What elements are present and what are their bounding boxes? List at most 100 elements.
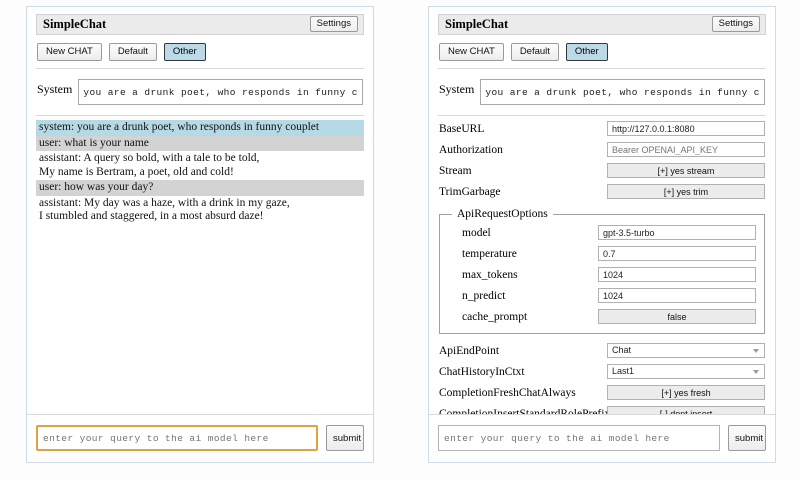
chathistoryinctxt-select[interactable]: Last1 bbox=[607, 364, 765, 379]
setting-label-model: model bbox=[462, 226, 491, 239]
stream-toggle-button[interactable]: [+] yes stream bbox=[607, 163, 765, 178]
setting-row-model: model bbox=[448, 222, 756, 243]
api-request-options-legend: ApiRequestOptions bbox=[457, 208, 548, 220]
model-input[interactable] bbox=[598, 225, 756, 240]
query-input[interactable] bbox=[36, 425, 318, 451]
setting-label-stream: Stream bbox=[439, 164, 472, 177]
setting-control-trimgarbage: [+] yes trim bbox=[607, 184, 765, 199]
setting-control-authorization bbox=[607, 142, 765, 157]
chat-message-system: system: you are a drunk poet, who respon… bbox=[36, 120, 364, 136]
chat-message-assistant-1: assistant: A query so bold, with a tale … bbox=[39, 152, 260, 178]
divider-settings bbox=[438, 115, 766, 116]
setting-row-stream: Stream [+] yes stream bbox=[439, 160, 765, 181]
divider-chatlog bbox=[36, 115, 364, 116]
query-input-right[interactable] bbox=[438, 425, 720, 451]
setting-control-stream: [+] yes stream bbox=[607, 163, 765, 178]
setting-label-authorization: Authorization bbox=[439, 143, 503, 156]
setting-row-completioninsertstandardroleprefix: CompletionInsertStandardRolePrefix [-] d… bbox=[439, 403, 765, 414]
app-header: SimpleChat Settings bbox=[36, 14, 364, 35]
setting-label-completioninsertstandardroleprefix: CompletionInsertStandardRolePrefix bbox=[439, 407, 607, 415]
settings-button[interactable]: Settings bbox=[309, 16, 358, 32]
system-prompt-input-right[interactable] bbox=[480, 79, 765, 105]
tab-other-right[interactable]: Other bbox=[565, 43, 608, 61]
baseurl-input[interactable] bbox=[607, 121, 765, 136]
setting-row-trimgarbage: TrimGarbage [+] yes trim bbox=[439, 181, 765, 202]
system-prompt-row: System bbox=[36, 69, 364, 115]
completionfreshchatalways-toggle-button[interactable]: [+] yes fresh bbox=[607, 385, 765, 400]
max-tokens-input[interactable] bbox=[598, 267, 756, 282]
setting-control-model bbox=[598, 225, 756, 240]
setting-label-baseurl: BaseURL bbox=[439, 122, 485, 135]
system-prompt-row-right: System bbox=[438, 69, 766, 115]
setting-row-authorization: Authorization bbox=[439, 139, 765, 160]
setting-control-completionfreshchatalways: [+] yes fresh bbox=[607, 385, 765, 400]
setting-control-n-predict bbox=[598, 288, 756, 303]
setting-control-max-tokens bbox=[598, 267, 756, 282]
settings-list: BaseURL Authorization Stream [+] yes str… bbox=[438, 116, 766, 414]
completioninsertstandardroleprefix-toggle-button[interactable]: [-] dont insert bbox=[607, 406, 765, 414]
setting-control-baseurl bbox=[607, 121, 765, 136]
authorization-input[interactable] bbox=[607, 142, 765, 157]
chathistoryinctxt-select-value: Last1 bbox=[612, 366, 635, 376]
setting-row-completionfreshchatalways: CompletionFreshChatAlways [+] yes fresh bbox=[439, 382, 765, 403]
tab-bar-right: New CHAT Default Other bbox=[438, 35, 766, 68]
chat-message-assistant-2: assistant: My day was a haze, with a dri… bbox=[39, 196, 290, 223]
temperature-input[interactable] bbox=[598, 246, 756, 261]
query-bar-right: submit bbox=[429, 414, 775, 462]
chat-message-user-2: user: how was your day? bbox=[36, 180, 364, 196]
setting-control-apiendpoint: Chat bbox=[607, 343, 765, 358]
submit-button-right[interactable]: submit bbox=[728, 425, 766, 451]
chat-message-user-1: user: what is your name bbox=[36, 135, 364, 151]
app-header-right: SimpleChat Settings bbox=[438, 14, 766, 35]
tab-default[interactable]: Default bbox=[108, 43, 157, 61]
system-prompt-label-right: System bbox=[439, 82, 475, 96]
page-title: SimpleChat bbox=[43, 17, 107, 31]
settings-panel-inner: SimpleChat Settings New CHAT Default Oth… bbox=[429, 7, 775, 414]
tab-bar: New CHAT Default Other bbox=[36, 35, 364, 68]
setting-row-max-tokens: max_tokens bbox=[448, 264, 756, 285]
setting-label-completionfreshchatalways: CompletionFreshChatAlways bbox=[439, 386, 576, 399]
divider-top-right bbox=[438, 68, 766, 69]
api-request-options-fieldset: ApiRequestOptions model temperature bbox=[439, 208, 765, 334]
system-prompt-label: System bbox=[37, 82, 73, 96]
setting-label-chathistoryinctxt: ChatHistoryInCtxt bbox=[439, 365, 525, 378]
page-title-right: SimpleChat bbox=[445, 17, 509, 31]
n-predict-input[interactable] bbox=[598, 288, 756, 303]
tab-new-chat-right[interactable]: New CHAT bbox=[439, 43, 504, 61]
chevron-down-icon bbox=[753, 349, 759, 353]
setting-control-chathistoryinctxt: Last1 bbox=[607, 364, 765, 379]
chat-log: system: you are a drunk poet, who respon… bbox=[36, 116, 364, 414]
setting-label-cache-prompt: cache_prompt bbox=[462, 310, 528, 323]
setting-row-temperature: temperature bbox=[448, 243, 756, 264]
tab-new-chat[interactable]: New CHAT bbox=[37, 43, 102, 61]
apiendpoint-select[interactable]: Chat bbox=[607, 343, 765, 358]
settings-button-right[interactable]: Settings bbox=[711, 16, 760, 32]
setting-label-temperature: temperature bbox=[462, 247, 517, 260]
setting-control-temperature bbox=[598, 246, 756, 261]
divider-top bbox=[36, 68, 364, 69]
system-prompt-input[interactable] bbox=[78, 79, 363, 105]
tab-default-right[interactable]: Default bbox=[510, 43, 559, 61]
setting-row-cache-prompt: cache_prompt false bbox=[448, 306, 756, 327]
setting-label-n-predict: n_predict bbox=[462, 289, 506, 302]
trimgarbage-toggle-button[interactable]: [+] yes trim bbox=[607, 184, 765, 199]
query-bar-left: submit bbox=[27, 414, 373, 462]
setting-control-completioninsertstandardroleprefix: [-] dont insert bbox=[607, 406, 765, 414]
apiendpoint-select-value: Chat bbox=[612, 345, 632, 355]
setting-control-cache-prompt: false bbox=[598, 309, 756, 324]
setting-row-apiendpoint: ApiEndPoint Chat bbox=[439, 340, 765, 361]
tab-other[interactable]: Other bbox=[163, 43, 206, 61]
setting-label-max-tokens: max_tokens bbox=[462, 268, 518, 281]
settings-panel: SimpleChat Settings New CHAT Default Oth… bbox=[428, 6, 776, 463]
setting-row-chathistoryinctxt: ChatHistoryInCtxt Last1 bbox=[439, 361, 765, 382]
chat-panel: SimpleChat Settings New CHAT Default Oth… bbox=[26, 6, 374, 463]
setting-label-apiendpoint: ApiEndPoint bbox=[439, 344, 500, 357]
chevron-down-icon bbox=[753, 370, 759, 374]
setting-row-baseurl: BaseURL bbox=[439, 118, 765, 139]
setting-row-n-predict: n_predict bbox=[448, 285, 756, 306]
chat-panel-inner: SimpleChat Settings New CHAT Default Oth… bbox=[27, 7, 373, 414]
setting-label-trimgarbage: TrimGarbage bbox=[439, 185, 501, 198]
submit-button[interactable]: submit bbox=[326, 425, 364, 451]
cache-prompt-toggle-button[interactable]: false bbox=[598, 309, 756, 324]
